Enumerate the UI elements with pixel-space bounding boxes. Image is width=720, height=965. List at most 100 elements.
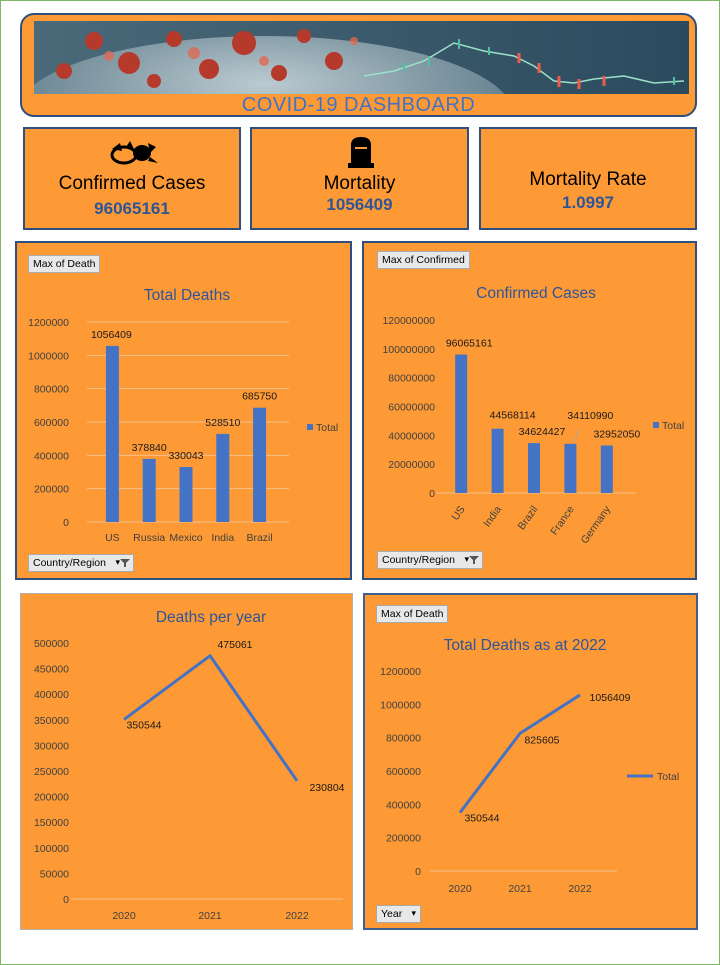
kpi-value-mortality: 1056409 [326,195,393,214]
bar [253,407,267,522]
covid-banner-graphic [34,21,689,94]
y-tick-label: 0 [63,894,69,906]
y-tick-label: 450000 [34,664,69,676]
bar [491,428,504,493]
y-tick-label: 1000000 [28,350,69,362]
x-tick-label: 2022 [568,883,592,895]
data-label: 44568114 [490,410,536,422]
y-tick-label: 50000 [40,868,69,880]
kpi-card-mortality-rate: Mortality Rate 1.0997 [479,127,697,230]
x-tick-label: 2021 [198,910,222,922]
deaths-per-year-panel: Deaths per year 0 50000 100000 150000 200000 2… [20,593,353,930]
banner-image [34,21,689,94]
y-tick-label: 600000 [386,766,421,778]
series-line [123,654,299,782]
legend-label: Total [316,422,338,434]
y-tick-label: 0 [63,517,69,529]
y-tick-label: 1000000 [380,699,421,711]
y-tick-label: 20000000 [388,459,435,471]
confirmed-country-filter-label: Country/Region [382,554,455,566]
bar [564,443,577,493]
y-tick-label: 200000 [34,792,69,804]
tombstone-icon [252,137,467,169]
x-tick-label: 2021 [508,883,532,895]
bar [528,443,540,493]
y-tick-label: 800000 [386,733,421,745]
deaths-value-field-button[interactable]: Max of Death [28,255,101,273]
legend-label: Total [657,771,679,783]
x-tick-label: France [548,504,577,538]
deaths-country-filter-button[interactable]: Country/Region ▾ [28,554,134,572]
confirmed-cases-chart: Confirmed Cases 0 20000000 40000000 60000000… [382,285,684,546]
y-tick-label: 350000 [34,715,69,727]
data-label: 1056409 [590,692,631,704]
dropdown-arrow-icon: ▾ [411,908,416,918]
y-tick-label: 150000 [34,817,69,829]
y-tick-label: 120000000 [382,315,435,327]
data-label: 350544 [126,720,161,732]
kpi-card-mortality: Mortality 1056409 [250,127,469,230]
y-tick-label: 80000000 [388,373,435,385]
y-tick-label: 1200000 [28,317,69,329]
confirmed-country-filter-button[interactable]: Country/Region ▾ [377,551,483,569]
chart-title: Confirmed Cases [476,285,596,302]
series-line [458,693,581,814]
bar [105,345,119,522]
data-label: 825605 [524,734,559,746]
data-label: 32952050 [593,428,640,440]
kpi-label-mortality-rate: Mortality Rate [529,169,647,190]
year-filter-label: Year [381,908,403,920]
kpi-value-confirmed: 96065161 [94,199,170,218]
x-tick-label: Brazil [516,504,541,532]
data-label: 1056409 [91,329,132,341]
data-label: 475061 [217,639,252,651]
leader-line [573,429,579,442]
y-tick-label: 800000 [34,384,69,396]
y-tick-label: 400000 [34,450,69,462]
y-tick-label: 100000000 [382,344,435,356]
y-tick-label: 400000 [34,689,69,701]
confirmed-cases-panel: Max of Confirmed Confirmed Cases 0 2000000… [362,241,697,580]
filter-funnel-icon: ▾ [464,554,479,565]
x-tick-label: Brazil [246,532,272,544]
total-deaths-value-field-button[interactable]: Max of Death [376,605,449,623]
y-tick-label: 250000 [34,766,69,778]
x-tick-label: India [481,504,504,530]
x-tick-label: India [211,532,234,544]
data-label: 230804 [309,782,344,794]
total-deaths-2022-panel: Max of Death Total Deaths as at 2022 0 200… [363,593,698,930]
kpi-label-confirmed: Confirmed Cases [58,173,206,194]
year-filter-button[interactable]: Year ▾ [376,905,421,923]
x-tick-label: Mexico [169,532,202,544]
data-label: 378840 [132,442,167,454]
x-tick-label: 2020 [112,910,136,922]
data-label: 685750 [242,391,277,403]
y-tick-label: 1200000 [380,666,421,678]
y-tick-label: 200000 [34,484,69,496]
y-tick-label: 300000 [34,740,69,752]
confirmed-value-field-button[interactable]: Max of Confirmed [377,251,470,269]
chart-title: Total Deaths as at 2022 [444,637,607,654]
y-tick-label: 400000 [386,799,421,811]
y-tick-label: 500000 [34,638,69,650]
bar [216,433,230,522]
filter-funnel-icon: ▾ [115,557,130,568]
y-tick-label: 100000 [34,843,69,855]
data-label: 330043 [168,450,203,462]
kpi-value-mortality-rate: 1.0997 [562,193,614,212]
legend-label: Total [662,420,684,432]
x-tick-label: 2020 [448,883,472,895]
chart-title: Deaths per year [156,609,266,626]
chart-title: Total Deaths [144,287,230,304]
y-tick-label: 200000 [386,833,421,845]
data-label: 528510 [205,417,240,429]
data-label: 350544 [464,813,499,825]
y-tick-label: 0 [415,866,421,878]
y-tick-label: 60000000 [388,402,435,414]
x-tick-label: Russia [133,532,165,544]
total-deaths-chart: Total Deaths 0 200000 400000 600000 800000 100… [28,287,338,544]
x-tick-label: 2022 [285,910,309,922]
total-deaths-panel: Max of Death Total Deaths 0 200000 400000 60… [15,241,352,580]
dashboard-banner: COVID-19 DASHBOARD [20,13,697,117]
data-label: 96065161 [446,338,493,350]
